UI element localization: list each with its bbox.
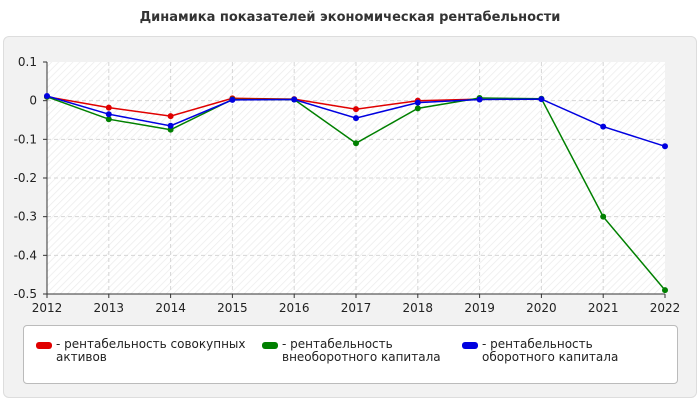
series-point-2 [291, 96, 298, 103]
x-tick-label: 2016 [279, 301, 310, 315]
x-tick-label: 2019 [464, 301, 495, 315]
legend: - рентабельность совокупных активов - ре… [23, 325, 678, 384]
y-tick-label: -0.4 [14, 248, 37, 262]
series-point-0 [167, 113, 174, 120]
y-tick-label: -0.1 [14, 132, 37, 146]
legend-swatch-assets [36, 342, 52, 349]
legend-swatch-noncurrent [262, 342, 278, 349]
legend-label-assets: - рентабельность совокупных активов [56, 337, 246, 364]
series-point-2 [167, 122, 174, 129]
x-tick-label: 2022 [650, 301, 681, 315]
series-point-2 [353, 115, 359, 122]
y-tick-label: -0.2 [14, 171, 37, 185]
x-tick-label: 2017 [341, 301, 372, 315]
series-point-2 [476, 96, 483, 103]
x-tick-label: 2014 [155, 301, 186, 315]
series-point-2 [229, 96, 236, 103]
series-point-2 [538, 96, 545, 103]
chart-title: Динамика показателей экономическая рента… [139, 10, 561, 25]
y-tick-label: -0.3 [14, 210, 37, 224]
legend-item-current: - рентабельность оборотного капитала [462, 338, 667, 364]
x-tick-label: 2013 [94, 301, 125, 315]
legend-label-noncurrent: - рентабельность внеоборотного капитала [282, 337, 441, 364]
series-point-2 [414, 99, 421, 106]
legend-label-current: - рентабельность оборотного капитала [482, 337, 619, 364]
series-point-1 [662, 287, 668, 294]
series-point-0 [353, 106, 359, 113]
series-point-2 [600, 123, 607, 130]
series-point-2 [105, 111, 112, 118]
series-point-0 [105, 104, 112, 111]
legend-item-assets: - рентабельность совокупных активов [36, 338, 246, 364]
y-tick-label: -0.5 [14, 287, 37, 301]
series-point-2 [44, 93, 50, 100]
y-tick-label: 0.1 [18, 55, 37, 69]
legend-item-noncurrent: - рентабельность внеоборотного капитала [262, 338, 442, 364]
x-tick-label: 2018 [403, 301, 434, 315]
y-tick-label: 0 [29, 94, 37, 108]
x-tick-label: 2020 [526, 301, 557, 315]
series-point-1 [600, 213, 607, 220]
x-tick-label: 2015 [217, 301, 248, 315]
legend-swatch-current [462, 342, 478, 349]
x-tick-label: 2021 [588, 301, 619, 315]
series-point-1 [353, 140, 359, 147]
series-point-1 [105, 116, 112, 123]
x-tick-label: 2012 [32, 301, 63, 315]
series-line-0 [46, 96, 480, 117]
series-point-1 [414, 105, 421, 112]
series-point-2 [662, 143, 668, 150]
